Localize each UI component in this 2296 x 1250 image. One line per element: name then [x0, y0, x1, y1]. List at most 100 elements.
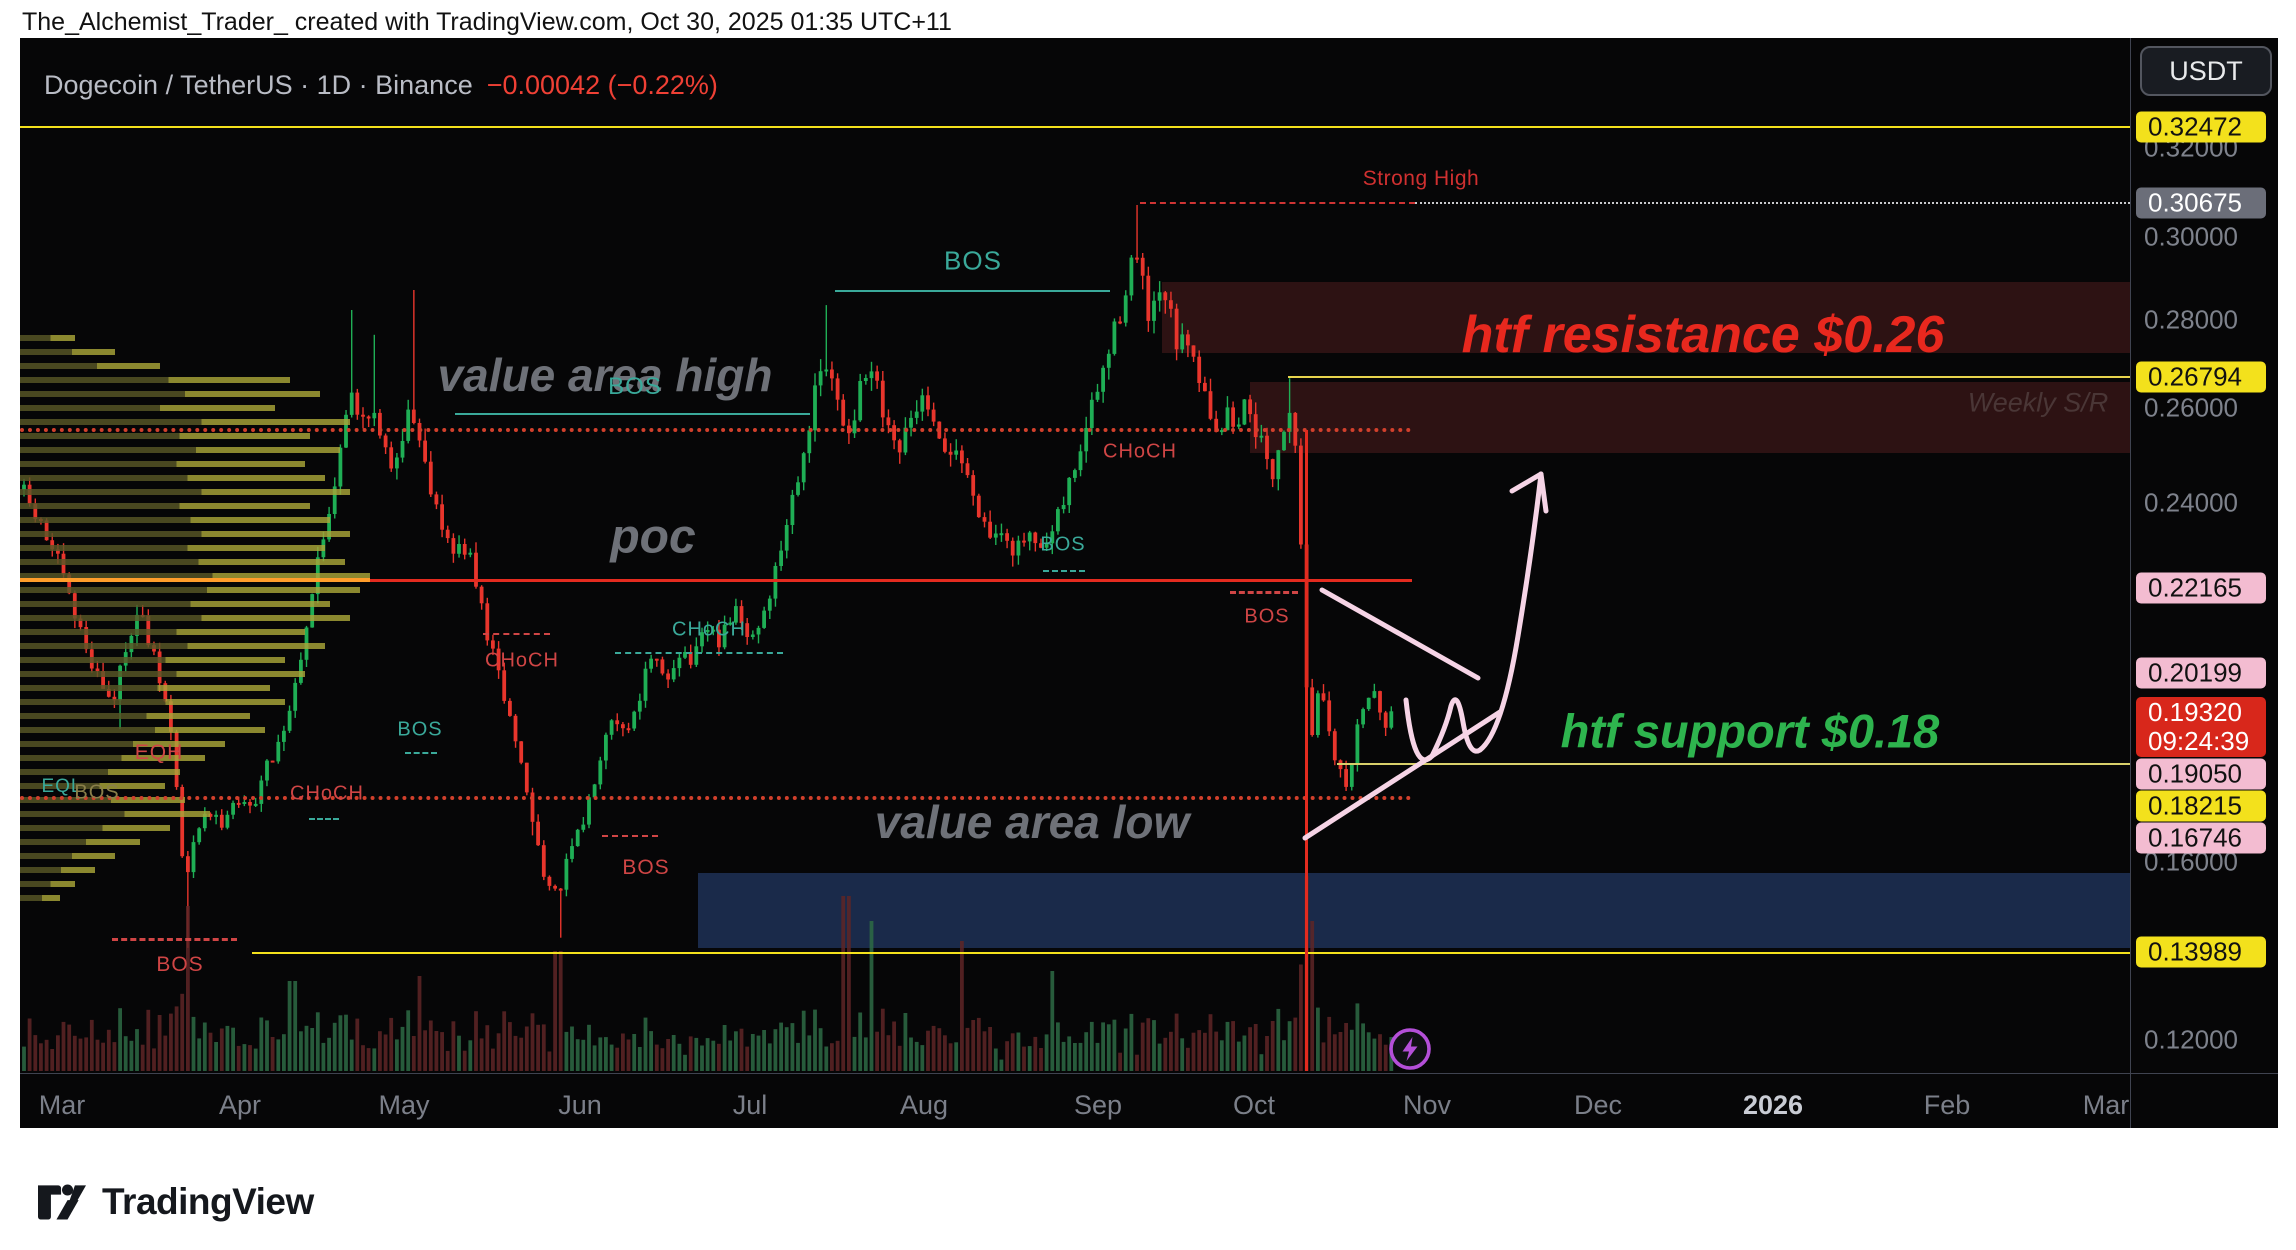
structure-label-choch: CHoCH	[1103, 440, 1177, 463]
volume-profile-row	[20, 629, 305, 635]
volume-profile-row	[20, 671, 305, 677]
demand-blue-box	[698, 873, 2130, 948]
volume-profile-row	[20, 601, 330, 607]
time-axis-label-nov: Nov	[1402, 1090, 1452, 1120]
price-tick: 0.26000	[2144, 392, 2238, 423]
volume-profile-row	[20, 377, 290, 383]
volume-profile-row	[20, 867, 95, 873]
volume-profile-row	[20, 475, 325, 481]
volume-profile-row	[20, 517, 330, 523]
time-axis-label-apr: Apr	[218, 1090, 262, 1120]
pink-arrow-drawings	[1302, 471, 1549, 841]
value-area-high	[20, 428, 1412, 432]
poc-text: poc	[610, 510, 696, 564]
tradingview-logo-icon	[38, 1184, 86, 1220]
poc-line	[20, 579, 1412, 582]
strong-high-text: Strong High	[1362, 167, 1480, 190]
structure-label-choch: CHoCH	[672, 618, 746, 641]
yellow-line-032472	[20, 126, 2130, 128]
red-vertical-line	[1305, 430, 1308, 1071]
price-tick: 0.12000	[2144, 1024, 2238, 1055]
price-level-label: 0.22165	[2136, 572, 2266, 604]
yellow-line-013989	[252, 952, 2130, 954]
volume-profile-row	[20, 615, 350, 621]
price-level-label: 0.32472	[2136, 111, 2266, 143]
price-tick: 0.24000	[2144, 487, 2238, 518]
structure-label-bos: BOS	[74, 781, 120, 804]
time-axis-label-mar: Mar	[2082, 1090, 2130, 1120]
volume-profile-row	[20, 419, 350, 425]
structure-label-choch: CHoCH	[485, 649, 559, 672]
volume-profile-row	[20, 853, 115, 859]
structure-teal-dashed-segment	[405, 752, 437, 754]
volume-profile-row	[20, 349, 115, 355]
value-area-low-text: value area low	[874, 796, 1190, 848]
currency-toggle-button[interactable]: USDT	[2140, 46, 2272, 96]
structure-label-bos: BOS	[944, 245, 1002, 276]
levels-layer	[20, 38, 2278, 1128]
price-level-label: 0.26794	[2136, 361, 2266, 393]
chart-container[interactable]: BOS BOS BOS CHoCH BOS EQL BOS EQH CHoCH CHoCH CHoC…	[20, 38, 2278, 1128]
price-level-label: 0.18215	[2136, 790, 2266, 822]
time-axis-label-jul: Jul	[732, 1090, 768, 1120]
structure-label-bos: BOS	[622, 856, 670, 879]
volume-profile-row	[20, 685, 270, 691]
time-axis-label-jun: Jun	[558, 1090, 602, 1120]
volume-profile-row	[20, 461, 305, 467]
volume-profile-row	[20, 895, 60, 901]
price-level-label: 0.13989	[2136, 936, 2266, 968]
volume-profile-row	[20, 755, 205, 761]
volume-profile-row	[20, 797, 185, 803]
time-axis-label-feb: Feb	[1923, 1090, 1971, 1120]
structure-label-eqh: EQH	[134, 741, 184, 764]
volume-profile-row	[20, 335, 75, 341]
time-axis-label-aug: Aug	[899, 1090, 949, 1120]
volume-profile-row	[20, 573, 370, 579]
htf-resistance-text: htf resistance $0.26	[1461, 306, 1945, 364]
price-change: −0.00042 (−0.22%)	[486, 70, 718, 100]
structure-label-eql: EQL	[41, 776, 83, 797]
structure-red-dashed-segment	[112, 938, 237, 941]
tradingview-logo: TradingView	[36, 1178, 314, 1226]
volume-profile-row	[20, 699, 285, 705]
symbol-title-text: Dogecoin / TetherUS · 1D · Binance	[44, 70, 473, 100]
time-axis-label-may: May	[378, 1090, 430, 1120]
structure-teal-solid-segment	[835, 290, 1110, 292]
time-axis-label-2026: 2026	[1742, 1090, 1804, 1120]
time-axis-label-oct: Oct	[1232, 1090, 1276, 1120]
volume-profile-row	[20, 811, 210, 817]
volume-profile-row	[20, 447, 340, 453]
time-axis-label-dec: Dec	[1573, 1090, 1623, 1120]
volume-profile-row	[20, 713, 250, 719]
strong-high-dashed	[1140, 202, 1415, 204]
structure-label-bos: BOS	[156, 953, 204, 976]
volume-profile-row	[20, 783, 165, 789]
volume-profile-row	[20, 741, 225, 747]
price-tick: 0.30000	[2144, 221, 2238, 252]
price-level-label: 0.20199	[2136, 657, 2266, 689]
volume-profile-row	[20, 657, 285, 663]
volume-profile-row	[20, 825, 170, 831]
volume-profile-row	[20, 727, 265, 733]
yellow-line-018215	[1337, 763, 2130, 765]
price-tick: 0.28000	[2144, 304, 2238, 335]
structure-label-bos: BOS	[1040, 533, 1086, 556]
structure-labels-layer: BOS BOS BOS CHoCH BOS EQL BOS EQH CHoCH CHoCH CHoC…	[20, 38, 2278, 1128]
volume-profile-row	[20, 643, 325, 649]
volume-profile-row	[20, 405, 275, 411]
price-level-label: 0.19050	[2136, 758, 2266, 790]
volume-profile-row	[20, 503, 310, 509]
symbol-title[interactable]: Dogecoin / TetherUS · 1D · Binance −0.000…	[44, 70, 718, 101]
pink-line-a	[1319, 587, 1481, 681]
structure-label-bos: BOS	[1244, 605, 1290, 628]
volume-profile	[20, 38, 2278, 1128]
price-level-label: 0.30675	[2136, 187, 2266, 219]
volume-profile-row	[20, 363, 160, 369]
current-price-label: 0.19320 09:24:39	[2136, 697, 2266, 757]
htf-support-text: htf support $0.18	[1560, 704, 1940, 758]
structure-teal-dashed-segment	[1043, 570, 1085, 572]
weekly-sr-zone	[1250, 382, 2130, 453]
price-level-label: 0.16746	[2136, 822, 2266, 854]
lightning-icon[interactable]	[1387, 1026, 1433, 1072]
